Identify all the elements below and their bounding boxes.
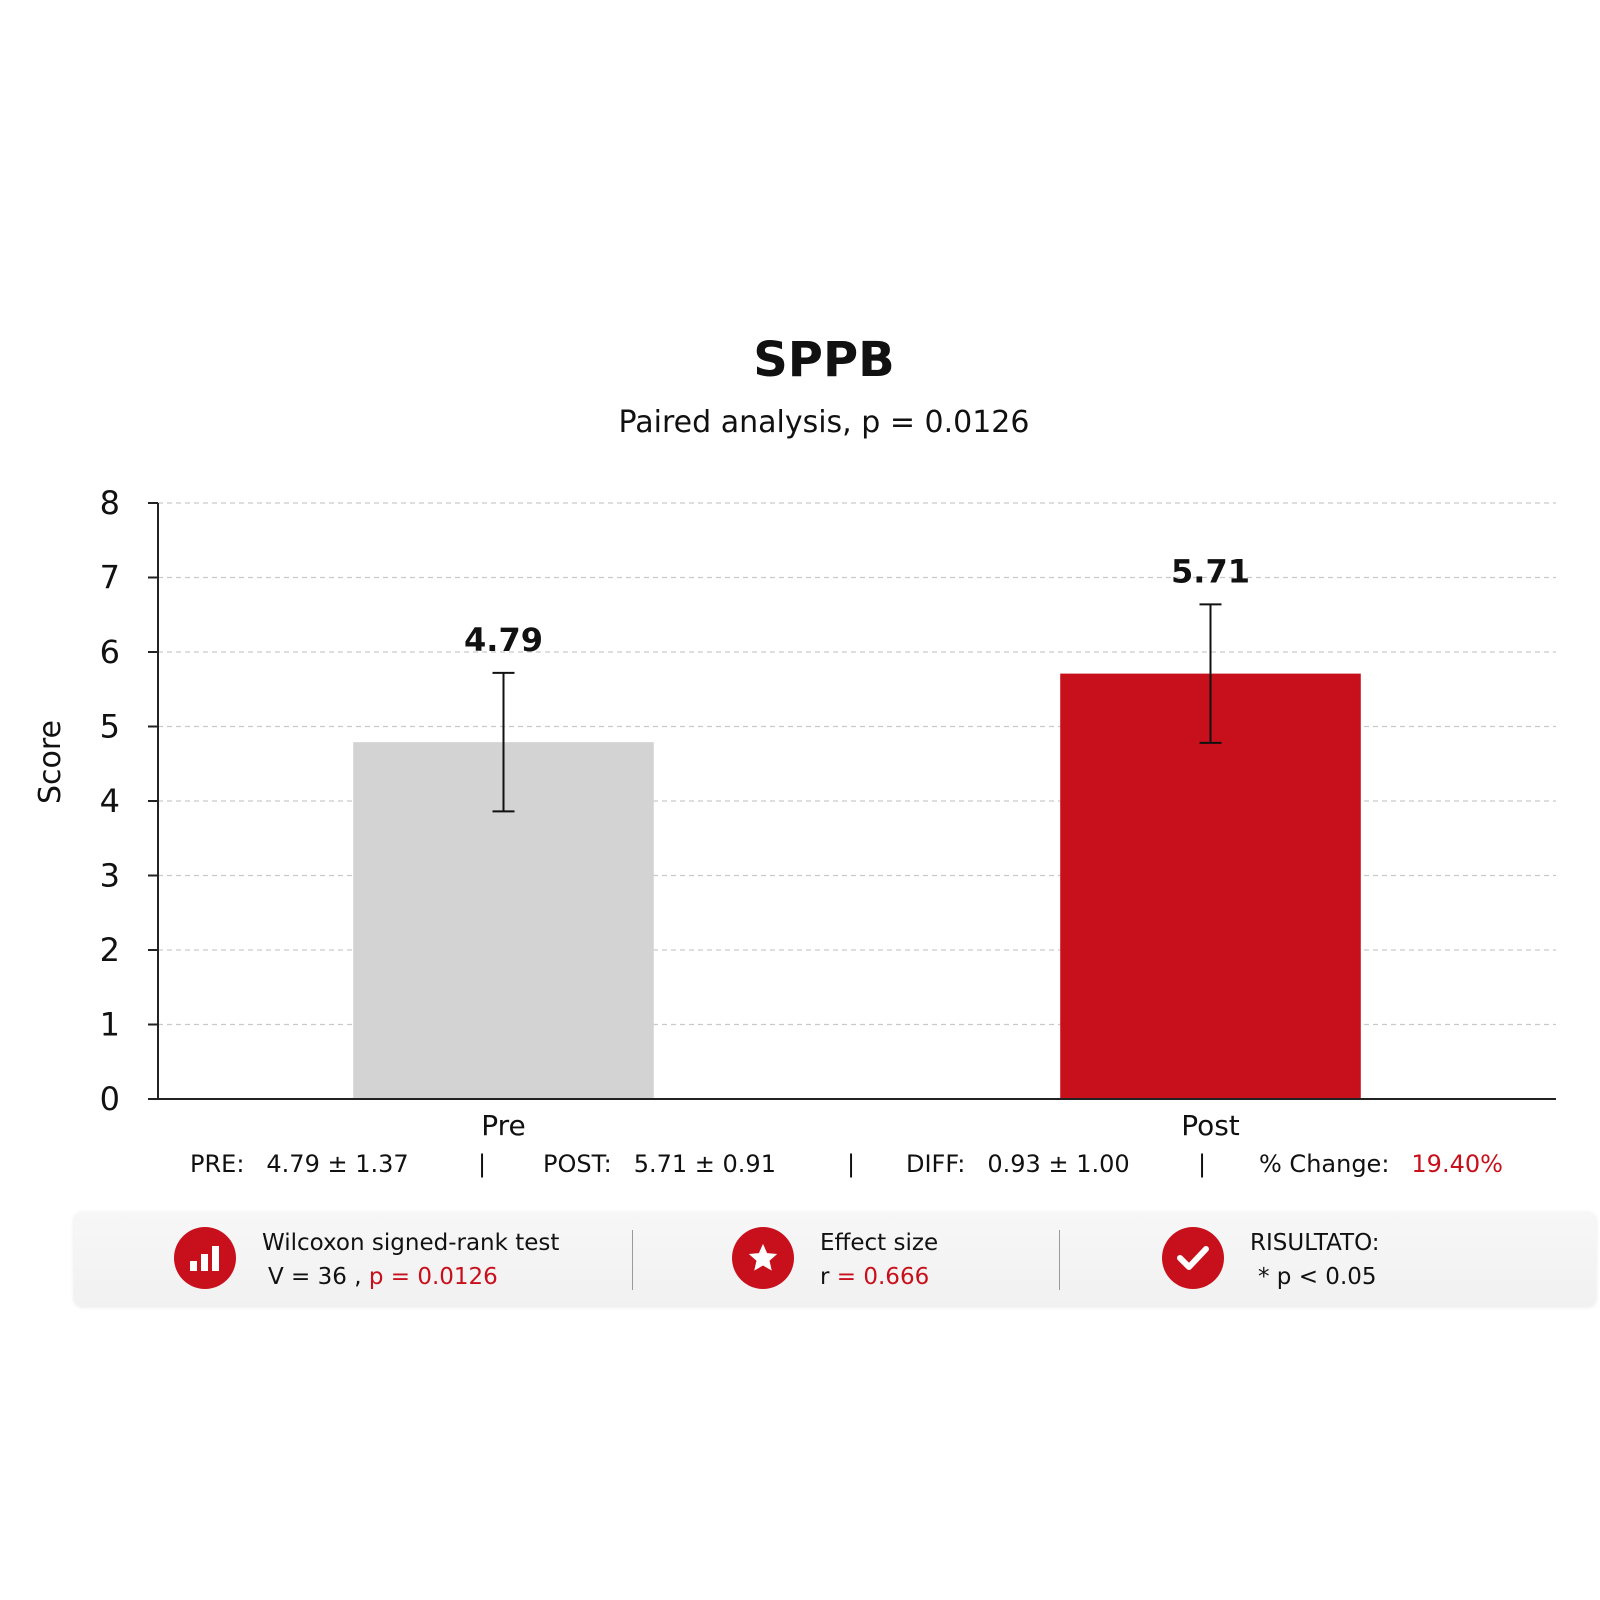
summary-change: % Change: 19.40% bbox=[1259, 1150, 1503, 1178]
post-label: POST: bbox=[543, 1150, 612, 1178]
y-ticks: 0 1 2 3 4 5 6 7 8 bbox=[100, 484, 158, 1118]
chart-title: SPPB bbox=[753, 332, 895, 388]
y-tick-label-4: 4 bbox=[100, 782, 120, 820]
diff-value: 0.93 ± 1.00 bbox=[987, 1150, 1130, 1178]
y-tick-label-2: 2 bbox=[100, 931, 120, 969]
y-tick-label-6: 6 bbox=[100, 633, 120, 671]
separator-3: | bbox=[1198, 1150, 1207, 1178]
check-icon bbox=[1162, 1227, 1224, 1289]
pre-label: PRE: bbox=[190, 1150, 245, 1178]
diff-label: DIFF: bbox=[906, 1150, 966, 1178]
panel-divider-1 bbox=[632, 1230, 633, 1290]
pre-value: 4.79 ± 1.37 bbox=[266, 1150, 409, 1178]
data-label-post: 5.71 bbox=[1171, 552, 1250, 590]
y-tick-label-0: 0 bbox=[100, 1080, 120, 1118]
stat-test: Wilcoxon signed-rank test V = 36 , p = 0… bbox=[74, 1212, 634, 1306]
summary-row: PRE: 4.79 ± 1.37 | POST: 5.71 ± 0.91 | DIF… bbox=[0, 1150, 1600, 1190]
x-tick-label-pre: Pre bbox=[481, 1109, 526, 1142]
y-tick-label-5: 5 bbox=[100, 708, 120, 746]
y-axis-label: Score bbox=[33, 720, 68, 804]
test-name: Wilcoxon signed-rank test bbox=[262, 1230, 560, 1256]
stat-result: RISULTATO: * p < 0.05 bbox=[1062, 1212, 1592, 1306]
chart-subtitle: Paired analysis, p = 0.0126 bbox=[619, 405, 1030, 440]
separator-1: | bbox=[478, 1150, 487, 1178]
change-value: 19.40% bbox=[1411, 1150, 1503, 1178]
y-tick-label-1: 1 bbox=[100, 1006, 120, 1044]
summary-post: POST: 5.71 ± 0.91 bbox=[543, 1150, 776, 1178]
result-title: RISULTATO: bbox=[1250, 1230, 1380, 1256]
bar-chart-icon bbox=[174, 1227, 236, 1289]
post-value: 5.71 ± 0.91 bbox=[633, 1150, 776, 1178]
panel-divider-2 bbox=[1059, 1230, 1060, 1290]
test-statistic: V = 36 , bbox=[268, 1264, 362, 1290]
bars bbox=[353, 603, 1361, 1099]
change-label: % Change: bbox=[1259, 1150, 1390, 1178]
test-result: V = 36 , p = 0.0126 bbox=[268, 1264, 498, 1290]
bar-labels: 4.79 Pre 5.71 Post bbox=[464, 552, 1250, 1142]
effect-r-value: = 0.666 bbox=[836, 1264, 930, 1290]
y-tick-label-3: 3 bbox=[100, 857, 120, 895]
stats-panel: Wilcoxon signed-rank test V = 36 , p = 0… bbox=[74, 1212, 1596, 1306]
bar-post bbox=[1060, 673, 1361, 1099]
effect-r-label: r bbox=[820, 1264, 830, 1290]
summary-pre: PRE: 4.79 ± 1.37 bbox=[190, 1150, 409, 1178]
separator-2: | bbox=[847, 1150, 856, 1178]
star-icon bbox=[732, 1227, 794, 1289]
summary-diff: DIFF: 0.93 ± 1.00 bbox=[906, 1150, 1130, 1178]
test-p-value: p = 0.0126 bbox=[368, 1264, 498, 1290]
x-tick-label-post: Post bbox=[1181, 1109, 1240, 1142]
effect-title: Effect size bbox=[820, 1230, 939, 1256]
y-tick-label-7: 7 bbox=[100, 559, 120, 597]
stat-effect: Effect size r = 0.666 bbox=[634, 1212, 1054, 1306]
y-tick-label-8: 8 bbox=[100, 484, 120, 522]
result-value: * p < 0.05 bbox=[1258, 1264, 1377, 1290]
data-label-pre: 4.79 bbox=[464, 621, 543, 659]
effect-result: r = 0.666 bbox=[820, 1264, 929, 1290]
